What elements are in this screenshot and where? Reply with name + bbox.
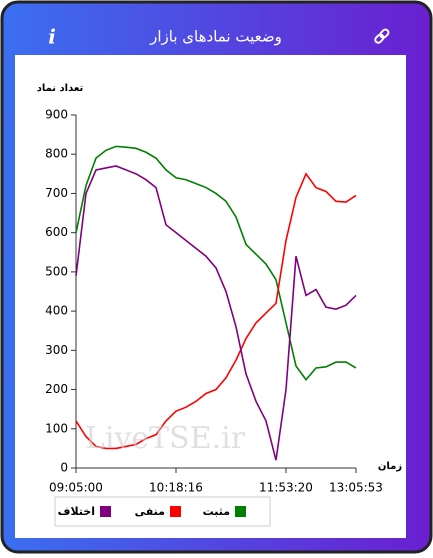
watermark: LiveTSE.ir: [85, 421, 246, 456]
y-tick-label: 100: [45, 421, 68, 435]
y-tick-label: 500: [45, 264, 68, 278]
y-axis-label: تعداد نماد: [37, 83, 84, 94]
panel: [15, 55, 406, 538]
x-tick-label: 09:05:00: [49, 481, 103, 495]
series-line: [75, 165, 357, 461]
x-tick-label: 11:53:20: [259, 481, 313, 495]
y-tick-label: 900: [45, 108, 68, 122]
y-tick-label: 400: [45, 304, 68, 318]
x-tick-label: 10:18:16: [149, 481, 203, 495]
legend-swatch: [170, 506, 181, 517]
legend: [54, 496, 271, 527]
y-tick-label: 0: [60, 461, 68, 475]
legend-label: مثبت: [203, 505, 230, 518]
y-tick-label: 200: [45, 382, 68, 396]
x-tick-label: 13:05:53: [329, 481, 383, 495]
y-tick-label: 700: [45, 186, 68, 200]
legend-swatch: [100, 506, 111, 517]
legend-swatch: [235, 506, 246, 517]
legend-label: اختلاف: [58, 505, 95, 518]
x-axis-label: زمان: [378, 461, 402, 472]
y-tick-label: 800: [45, 147, 68, 161]
link-icon[interactable]: [374, 28, 390, 44]
y-tick-label: 300: [45, 343, 68, 357]
series-line: [75, 172, 357, 450]
y-tick-label: 600: [45, 225, 68, 239]
legend-label: منفی: [135, 505, 165, 518]
series-line: [75, 145, 357, 382]
header-title: وضعیت نمادهای بازار: [149, 28, 282, 46]
info-icon[interactable]: i: [48, 25, 56, 49]
